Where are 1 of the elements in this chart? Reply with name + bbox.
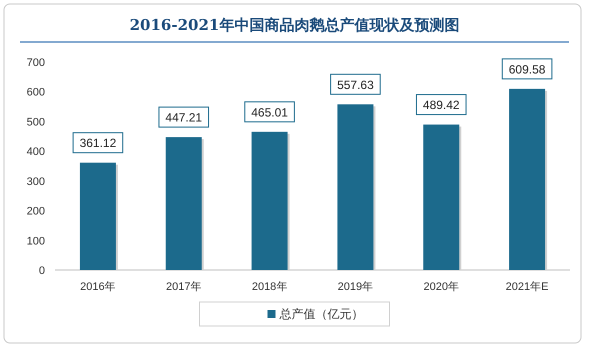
title: 2016-2021年中国商品肉鹅总产值现状及预测图	[130, 16, 460, 34]
